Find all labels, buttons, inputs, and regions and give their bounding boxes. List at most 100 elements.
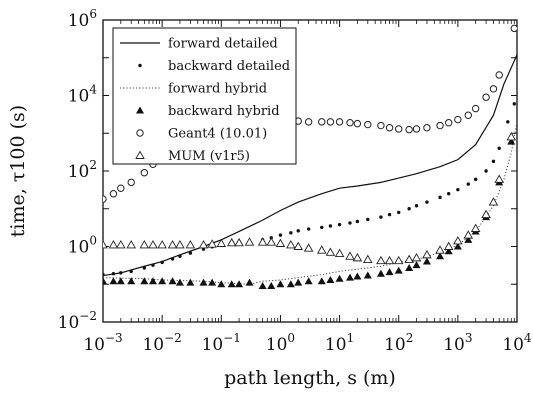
legend-item: backward detailed [138,59,290,74]
data-point [286,240,296,249]
data-point [364,120,372,129]
data-point [116,277,125,285]
data-point [119,271,123,275]
data-point [397,210,401,215]
data-point [494,174,504,183]
y-axis-label: time, τ100 (s) [7,105,29,237]
data-point [482,93,490,101]
x-tick-label: 101 [325,331,354,355]
data-point [103,277,107,285]
legend-label: forward hybrid [168,82,267,97]
data-point [353,272,362,280]
data-point [257,237,268,246]
y-tick-label: 10−2 [58,309,97,333]
data-point [316,245,327,254]
data-point [148,240,158,249]
data-point [293,241,304,250]
data-point [348,221,352,225]
x-tick-label: 10−3 [83,331,122,355]
data-point [411,252,422,262]
data-point [394,266,403,274]
data-point [109,277,118,285]
data-point [170,257,175,261]
data-point [355,219,360,224]
data-point [412,261,421,269]
legend-item: forward hybrid [120,82,267,97]
data-point [108,240,119,249]
data-point [103,272,105,277]
y-tick-label: 102 [68,158,97,182]
x-axis-label: path length, s (m) [224,367,396,389]
data-point [275,238,286,247]
legend-box [112,27,297,165]
data-point [227,280,236,288]
data-point [188,251,193,255]
data-point [464,235,473,243]
data-point [366,217,370,222]
data-point [376,255,386,265]
data-point [506,120,510,124]
x-tick-label: 103 [443,331,472,355]
y-tick-label: 100 [68,234,97,258]
data-point [276,280,285,288]
data-point [489,85,498,93]
legend-item: Geant4 (10.01) [136,127,267,142]
data-point [436,252,445,260]
data-point [296,229,300,233]
legend-label: backward detailed [168,59,290,74]
series-3 [103,137,516,289]
data-point [226,237,237,247]
series-line [103,54,517,277]
data-point [495,71,503,79]
data-point [140,277,149,285]
data-point [412,125,421,133]
data-point [294,278,303,286]
data-point [385,268,394,276]
x-tick-label: 100 [266,331,295,355]
data-point [325,247,336,256]
data-point [326,275,335,283]
legend-label: MUM (v1r5) [168,149,250,164]
data-point [304,118,313,126]
data-point [127,277,136,285]
data-point [109,190,118,198]
data-point [464,111,472,119]
data-point [199,278,208,286]
series-0 [103,54,517,277]
data-point [129,269,133,274]
data-point [491,159,496,164]
data-point [488,197,499,206]
data-point [127,178,135,187]
data-point [175,278,184,286]
series-5 [103,132,517,265]
data-point [103,195,107,203]
data-point [395,125,403,133]
data-point [217,280,226,288]
data-point [405,263,414,271]
data-point [142,266,147,270]
data-point [345,273,354,281]
data-point [198,240,209,249]
data-point [167,240,178,249]
data-point [207,239,217,248]
data-point [345,251,355,260]
data-point [304,277,313,285]
data-point [326,118,335,126]
legend-swatch [135,150,145,159]
data-point [267,281,276,289]
data-point [377,121,385,130]
data-point [126,240,136,249]
data-point [328,224,333,228]
x-tick-label: 104 [502,331,532,355]
axis-ticks: 10−3 10−2 10−1 100 101 102 103 10410−2100102104… [58,7,532,355]
data-point [393,255,404,265]
data-point [186,278,195,286]
data-point [506,132,517,141]
data-point [148,277,157,285]
data-point [175,240,185,249]
data-point [160,260,164,265]
data-point [438,195,442,200]
data-point [303,243,314,252]
legend-item: forward detailed [120,37,278,52]
data-point [258,281,267,289]
